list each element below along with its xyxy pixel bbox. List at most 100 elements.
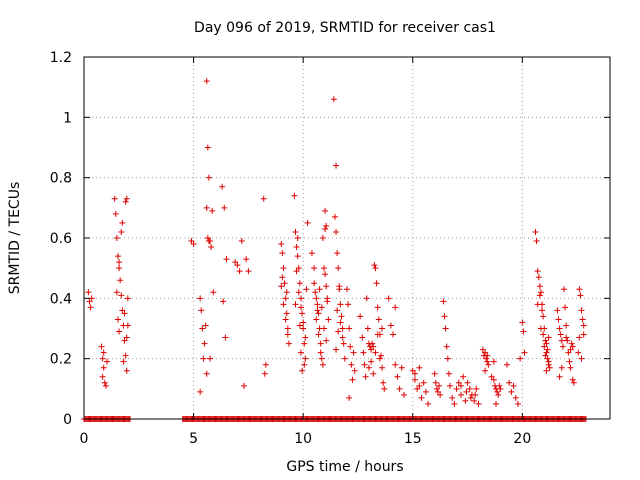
data-point	[392, 304, 399, 311]
data-point	[311, 280, 318, 287]
data-point	[379, 364, 386, 371]
data-point	[98, 343, 105, 350]
data-point	[283, 310, 290, 317]
data-point	[340, 340, 347, 347]
data-point	[301, 361, 308, 368]
data-point	[205, 238, 212, 245]
data-point	[542, 337, 549, 344]
data-point	[203, 370, 210, 377]
data-point	[204, 235, 211, 241]
data-point	[344, 286, 350, 293]
data-point	[118, 292, 125, 299]
data-point	[437, 391, 444, 398]
data-point	[390, 331, 397, 338]
data-point	[313, 295, 320, 302]
data-point	[325, 316, 332, 323]
data-point	[341, 355, 348, 362]
data-point	[455, 379, 462, 386]
data-point	[116, 259, 123, 266]
data-point	[362, 373, 369, 380]
data-point	[519, 319, 526, 326]
data-point	[534, 268, 541, 275]
data-point	[370, 343, 377, 350]
data-point	[319, 361, 326, 368]
data-point	[338, 313, 345, 320]
data-point	[385, 295, 392, 302]
y-tick-label: 0.2	[50, 352, 72, 368]
data-point	[447, 382, 454, 389]
data-point	[457, 391, 464, 398]
data-point	[577, 292, 584, 299]
data-point	[292, 301, 299, 308]
data-point	[312, 289, 319, 296]
data-point	[319, 235, 326, 241]
data-point	[351, 367, 358, 374]
data-point	[457, 382, 464, 389]
data-point	[297, 304, 304, 311]
data-point	[545, 334, 552, 341]
data-point	[297, 295, 304, 302]
data-point	[576, 334, 583, 341]
data-point	[377, 352, 384, 359]
data-point	[323, 222, 330, 229]
data-point	[335, 265, 342, 272]
data-point	[203, 78, 210, 85]
data-point	[568, 340, 575, 347]
data-point	[316, 286, 323, 293]
data-point	[112, 210, 119, 217]
data-point	[546, 364, 553, 371]
data-point	[100, 364, 107, 371]
data-point	[302, 334, 309, 341]
data-point	[564, 337, 571, 344]
data-point	[562, 304, 569, 311]
data-point	[411, 370, 418, 377]
data-point	[85, 289, 92, 296]
data-point	[223, 256, 230, 263]
x-tick-label: 5	[189, 431, 198, 447]
data-point	[121, 337, 128, 344]
data-point	[444, 355, 451, 362]
data-point	[580, 322, 587, 329]
data-point	[563, 322, 570, 329]
data-point	[116, 328, 123, 335]
data-point	[303, 286, 310, 293]
data-point	[392, 361, 399, 368]
data-point	[333, 162, 340, 169]
data-point	[234, 262, 241, 269]
data-point	[375, 316, 382, 323]
data-point	[314, 301, 321, 308]
data-point	[517, 355, 524, 362]
data-point	[543, 367, 550, 374]
data-point	[558, 337, 565, 344]
data-point	[336, 283, 343, 290]
data-point	[514, 400, 521, 407]
data-point	[485, 361, 492, 368]
data-point	[467, 394, 474, 401]
data-point	[576, 286, 583, 293]
data-point	[190, 241, 197, 248]
data-point	[557, 331, 564, 338]
data-point	[445, 370, 452, 377]
data-point	[539, 307, 546, 314]
data-point	[295, 289, 302, 296]
data-point	[322, 225, 329, 232]
data-point	[433, 385, 440, 392]
data-point	[488, 373, 495, 380]
data-point	[123, 334, 130, 341]
data-point	[569, 376, 576, 383]
data-point	[221, 204, 228, 211]
data-point	[473, 385, 480, 392]
data-point	[387, 322, 394, 329]
data-point	[104, 358, 111, 365]
data-point	[370, 370, 377, 377]
data-point	[536, 292, 543, 299]
data-point	[333, 346, 340, 353]
axis-ticks	[83, 56, 610, 420]
data-point	[510, 382, 517, 389]
data-point	[219, 183, 226, 190]
data-point	[346, 325, 353, 332]
data-point	[281, 280, 288, 287]
data-point	[365, 364, 372, 371]
data-point	[293, 244, 300, 251]
data-point	[379, 325, 386, 332]
